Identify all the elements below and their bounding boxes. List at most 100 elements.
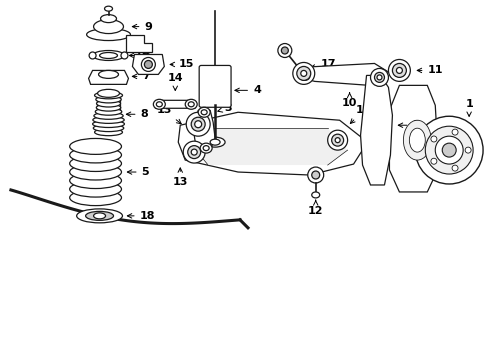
Ellipse shape — [153, 99, 165, 109]
Ellipse shape — [200, 143, 212, 153]
Text: 17: 17 — [311, 59, 337, 69]
Ellipse shape — [94, 112, 123, 119]
Text: 15: 15 — [170, 59, 194, 69]
Ellipse shape — [210, 139, 220, 145]
Ellipse shape — [300, 72, 310, 80]
Text: 3: 3 — [218, 103, 232, 113]
Ellipse shape — [142, 58, 155, 71]
Text: 4: 4 — [235, 85, 261, 95]
Ellipse shape — [93, 116, 124, 123]
Ellipse shape — [195, 121, 202, 128]
Circle shape — [452, 165, 458, 171]
Ellipse shape — [186, 112, 210, 136]
Text: 2: 2 — [398, 120, 420, 130]
Text: 6: 6 — [129, 50, 150, 60]
Polygon shape — [390, 85, 437, 192]
Ellipse shape — [281, 47, 288, 54]
Ellipse shape — [99, 53, 118, 58]
Ellipse shape — [297, 67, 311, 80]
Ellipse shape — [201, 110, 207, 115]
Text: 8: 8 — [126, 109, 148, 119]
Polygon shape — [132, 54, 164, 75]
Ellipse shape — [70, 190, 122, 206]
FancyBboxPatch shape — [199, 66, 231, 107]
Circle shape — [442, 143, 456, 157]
Ellipse shape — [205, 137, 225, 147]
Ellipse shape — [97, 100, 121, 107]
Ellipse shape — [185, 99, 197, 109]
Ellipse shape — [188, 146, 201, 159]
Ellipse shape — [76, 209, 122, 223]
Ellipse shape — [377, 75, 382, 80]
Ellipse shape — [301, 71, 307, 76]
Polygon shape — [361, 75, 392, 185]
Circle shape — [431, 136, 437, 142]
Ellipse shape — [409, 128, 425, 152]
Polygon shape — [178, 112, 368, 175]
Ellipse shape — [96, 96, 121, 103]
Ellipse shape — [156, 102, 162, 107]
Ellipse shape — [191, 149, 197, 155]
Circle shape — [452, 129, 458, 135]
Ellipse shape — [374, 72, 385, 82]
Ellipse shape — [121, 52, 128, 59]
Text: 13: 13 — [350, 105, 371, 123]
Ellipse shape — [70, 147, 122, 163]
Circle shape — [465, 147, 471, 153]
Circle shape — [416, 116, 483, 184]
Ellipse shape — [188, 102, 194, 107]
Ellipse shape — [87, 28, 130, 41]
Ellipse shape — [70, 181, 122, 197]
Text: 10: 10 — [342, 93, 357, 108]
Ellipse shape — [328, 130, 347, 150]
Text: 14: 14 — [168, 73, 183, 90]
Ellipse shape — [93, 50, 124, 60]
Ellipse shape — [93, 125, 124, 131]
Ellipse shape — [93, 121, 124, 127]
Ellipse shape — [203, 146, 209, 150]
Ellipse shape — [198, 107, 210, 117]
Circle shape — [431, 158, 437, 164]
Ellipse shape — [183, 141, 205, 163]
Ellipse shape — [95, 92, 122, 99]
Ellipse shape — [104, 6, 113, 11]
Ellipse shape — [293, 62, 315, 84]
Ellipse shape — [94, 20, 123, 33]
Text: 16: 16 — [135, 46, 150, 62]
Ellipse shape — [70, 172, 122, 189]
Ellipse shape — [335, 138, 340, 143]
Ellipse shape — [370, 68, 389, 86]
Ellipse shape — [389, 59, 410, 81]
Polygon shape — [89, 71, 128, 84]
Text: 5: 5 — [127, 167, 149, 177]
Text: 9: 9 — [132, 22, 152, 32]
Text: 18: 18 — [127, 211, 155, 221]
Polygon shape — [300, 63, 388, 85]
Polygon shape — [126, 35, 152, 53]
Ellipse shape — [312, 171, 319, 179]
Text: 13: 13 — [172, 168, 188, 187]
Ellipse shape — [308, 167, 324, 183]
Text: 12: 12 — [308, 200, 323, 216]
Ellipse shape — [145, 60, 152, 68]
Ellipse shape — [403, 120, 431, 160]
Ellipse shape — [70, 156, 122, 171]
Ellipse shape — [191, 117, 205, 131]
Ellipse shape — [86, 211, 114, 220]
Ellipse shape — [95, 129, 122, 136]
Circle shape — [425, 126, 473, 174]
Ellipse shape — [94, 213, 105, 219]
Ellipse shape — [98, 71, 119, 78]
Circle shape — [435, 136, 463, 164]
Ellipse shape — [392, 63, 406, 77]
Polygon shape — [155, 100, 195, 108]
Polygon shape — [194, 128, 347, 165]
Ellipse shape — [98, 89, 120, 97]
Ellipse shape — [396, 67, 402, 73]
Text: 1: 1 — [466, 99, 473, 116]
Polygon shape — [194, 110, 215, 152]
Text: 7: 7 — [132, 71, 150, 81]
Ellipse shape — [100, 15, 117, 23]
Text: 11: 11 — [417, 66, 443, 76]
Ellipse shape — [97, 104, 121, 111]
